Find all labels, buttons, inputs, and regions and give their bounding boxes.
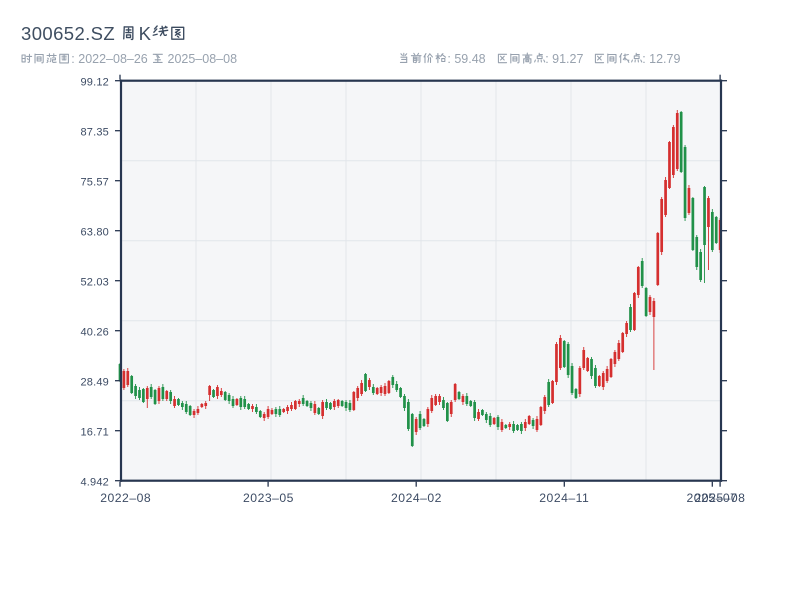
svg-text:300652.SZ: 300652.SZ [21,23,115,44]
svg-text:16.71: 16.71 [80,427,109,439]
svg-text:: 59.48: : 59.48 [447,52,485,66]
svg-text:2024–11: 2024–11 [539,491,589,505]
svg-text:2022–08: 2022–08 [100,491,151,505]
svg-text:40.26: 40.26 [80,327,109,339]
svg-text:: 2022–08–26: : 2022–08–26 [71,52,148,66]
svg-text:52.03: 52.03 [80,277,109,289]
svg-text:99.12: 99.12 [80,77,109,89]
svg-text:2023–05: 2023–05 [243,491,294,505]
svg-text:K: K [139,23,152,44]
svg-text:75.57: 75.57 [80,177,109,189]
svg-text:2025–08–08: 2025–08–08 [168,52,238,66]
svg-text:2025–08: 2025–08 [695,491,746,505]
svg-text:28.49: 28.49 [80,377,109,389]
svg-text:63.80: 63.80 [80,227,109,239]
svg-text:2024–02: 2024–02 [391,491,442,505]
svg-text:: 91.27: : 91.27 [545,52,583,66]
svg-text:2025–07: 2025–07 [687,491,738,505]
svg-text:: 12.79: : 12.79 [642,52,680,66]
svg-text:4.942: 4.942 [80,477,109,489]
svg-text:87.35: 87.35 [80,127,109,139]
